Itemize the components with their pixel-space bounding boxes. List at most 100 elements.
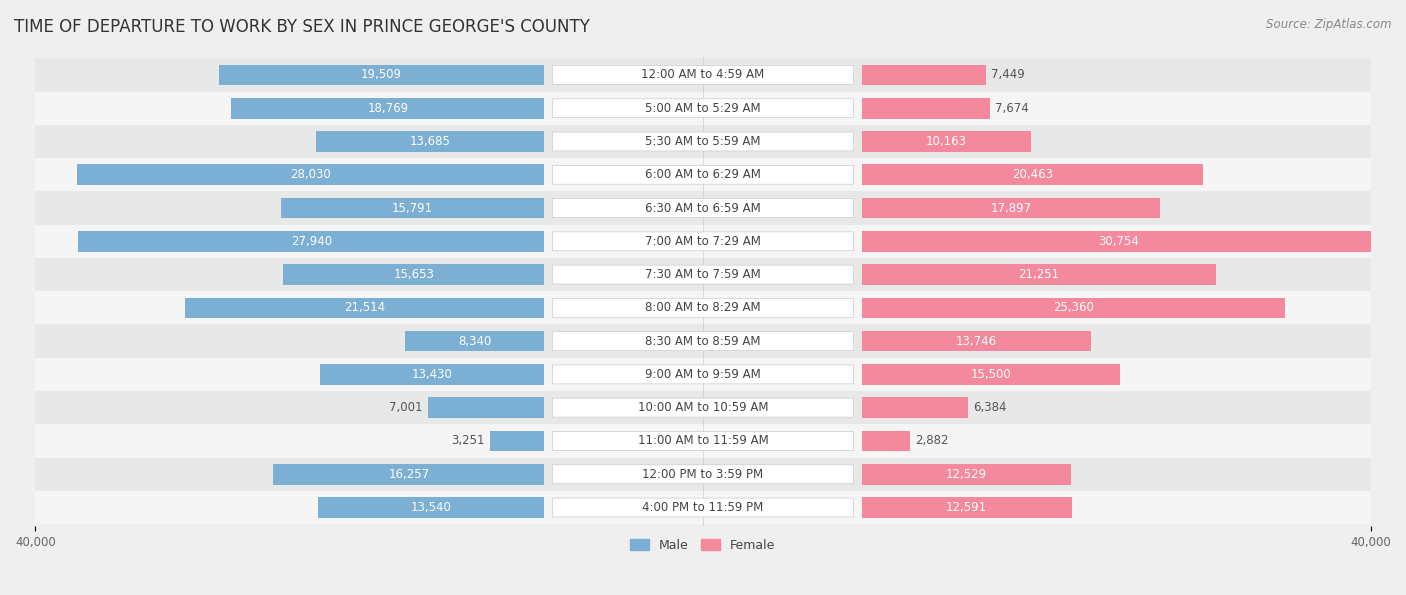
Bar (219, 65, 544, 85)
Text: 11:00 AM to 11:59 AM: 11:00 AM to 11:59 AM (638, 434, 768, 447)
Text: 17,897: 17,897 (990, 202, 1032, 215)
Text: 6:30 AM to 6:59 AM: 6:30 AM to 6:59 AM (645, 202, 761, 215)
Bar (35, 491, 1371, 524)
Bar (35, 192, 1371, 225)
Bar (35, 291, 1371, 324)
Text: 6,384: 6,384 (973, 401, 1007, 414)
Bar (231, 98, 544, 118)
Text: 12,529: 12,529 (946, 468, 987, 481)
Bar (186, 298, 544, 318)
Text: 28,030: 28,030 (290, 168, 330, 181)
Text: 25,360: 25,360 (1053, 301, 1094, 314)
Bar (35, 158, 1371, 192)
Bar (862, 164, 1204, 185)
Text: 21,251: 21,251 (1018, 268, 1060, 281)
Bar (76, 164, 544, 185)
Text: Source: ZipAtlas.com: Source: ZipAtlas.com (1267, 18, 1392, 31)
FancyBboxPatch shape (553, 99, 853, 118)
Text: 8,340: 8,340 (458, 334, 492, 347)
Bar (862, 431, 910, 451)
Bar (862, 198, 1160, 218)
Bar (35, 324, 1371, 358)
Text: 2,882: 2,882 (915, 434, 948, 447)
Bar (862, 65, 986, 85)
Bar (862, 264, 1216, 285)
Text: 12,591: 12,591 (946, 501, 987, 514)
Text: 21,514: 21,514 (344, 301, 385, 314)
Text: 7,674: 7,674 (994, 102, 1028, 115)
Text: 13,685: 13,685 (409, 135, 451, 148)
Bar (862, 331, 1091, 352)
FancyBboxPatch shape (553, 431, 853, 450)
Text: 7:00 AM to 7:29 AM: 7:00 AM to 7:29 AM (645, 235, 761, 248)
Bar (862, 364, 1121, 385)
Text: 10,163: 10,163 (927, 135, 967, 148)
FancyBboxPatch shape (553, 498, 853, 517)
Bar (862, 98, 990, 118)
Bar (316, 131, 544, 152)
FancyBboxPatch shape (553, 398, 853, 417)
Text: 5:30 AM to 5:59 AM: 5:30 AM to 5:59 AM (645, 135, 761, 148)
Text: 13,430: 13,430 (412, 368, 453, 381)
Bar (491, 431, 544, 451)
FancyBboxPatch shape (553, 165, 853, 184)
Text: 30,754: 30,754 (1098, 235, 1139, 248)
Text: 19,509: 19,509 (361, 68, 402, 82)
Text: 13,540: 13,540 (411, 501, 451, 514)
Bar (405, 331, 544, 352)
Text: 8:30 AM to 8:59 AM: 8:30 AM to 8:59 AM (645, 334, 761, 347)
Bar (862, 231, 1375, 252)
FancyBboxPatch shape (553, 299, 853, 317)
Bar (35, 358, 1371, 391)
Text: 13,746: 13,746 (956, 334, 997, 347)
Bar (321, 364, 544, 385)
Text: 9:00 AM to 9:59 AM: 9:00 AM to 9:59 AM (645, 368, 761, 381)
Text: 6:00 AM to 6:29 AM: 6:00 AM to 6:29 AM (645, 168, 761, 181)
Bar (35, 58, 1371, 92)
Text: TIME OF DEPARTURE TO WORK BY SEX IN PRINCE GEORGE'S COUNTY: TIME OF DEPARTURE TO WORK BY SEX IN PRIN… (14, 18, 591, 36)
Text: 15,500: 15,500 (970, 368, 1011, 381)
Text: 15,791: 15,791 (392, 202, 433, 215)
Text: 7,449: 7,449 (991, 68, 1025, 82)
Text: 12:00 PM to 3:59 PM: 12:00 PM to 3:59 PM (643, 468, 763, 481)
Bar (862, 464, 1071, 484)
FancyBboxPatch shape (553, 465, 853, 484)
FancyBboxPatch shape (553, 265, 853, 284)
Text: 4:00 PM to 11:59 PM: 4:00 PM to 11:59 PM (643, 501, 763, 514)
Bar (35, 225, 1371, 258)
FancyBboxPatch shape (553, 232, 853, 250)
Bar (35, 458, 1371, 491)
Text: 12:00 AM to 4:59 AM: 12:00 AM to 4:59 AM (641, 68, 765, 82)
Text: 3,251: 3,251 (451, 434, 485, 447)
Text: 5:00 AM to 5:29 AM: 5:00 AM to 5:29 AM (645, 102, 761, 115)
Bar (862, 131, 1031, 152)
Bar (427, 397, 544, 418)
FancyBboxPatch shape (553, 65, 853, 84)
Bar (318, 497, 544, 518)
Bar (281, 198, 544, 218)
Bar (35, 125, 1371, 158)
Bar (35, 424, 1371, 458)
Text: 8:00 AM to 8:29 AM: 8:00 AM to 8:29 AM (645, 301, 761, 314)
Bar (862, 397, 969, 418)
Bar (862, 298, 1285, 318)
Bar (273, 464, 544, 484)
Bar (35, 258, 1371, 291)
Text: 18,769: 18,769 (367, 102, 408, 115)
FancyBboxPatch shape (553, 132, 853, 151)
Bar (283, 264, 544, 285)
Bar (862, 497, 1071, 518)
Bar (35, 391, 1371, 424)
FancyBboxPatch shape (553, 365, 853, 384)
Text: 16,257: 16,257 (388, 468, 429, 481)
Legend: Male, Female: Male, Female (626, 534, 780, 557)
FancyBboxPatch shape (553, 331, 853, 350)
Text: 27,940: 27,940 (291, 235, 332, 248)
Text: 20,463: 20,463 (1012, 168, 1053, 181)
Bar (79, 231, 544, 252)
Text: 7:30 AM to 7:59 AM: 7:30 AM to 7:59 AM (645, 268, 761, 281)
FancyBboxPatch shape (553, 199, 853, 218)
Text: 15,653: 15,653 (394, 268, 434, 281)
Bar (35, 92, 1371, 125)
Text: 7,001: 7,001 (389, 401, 423, 414)
